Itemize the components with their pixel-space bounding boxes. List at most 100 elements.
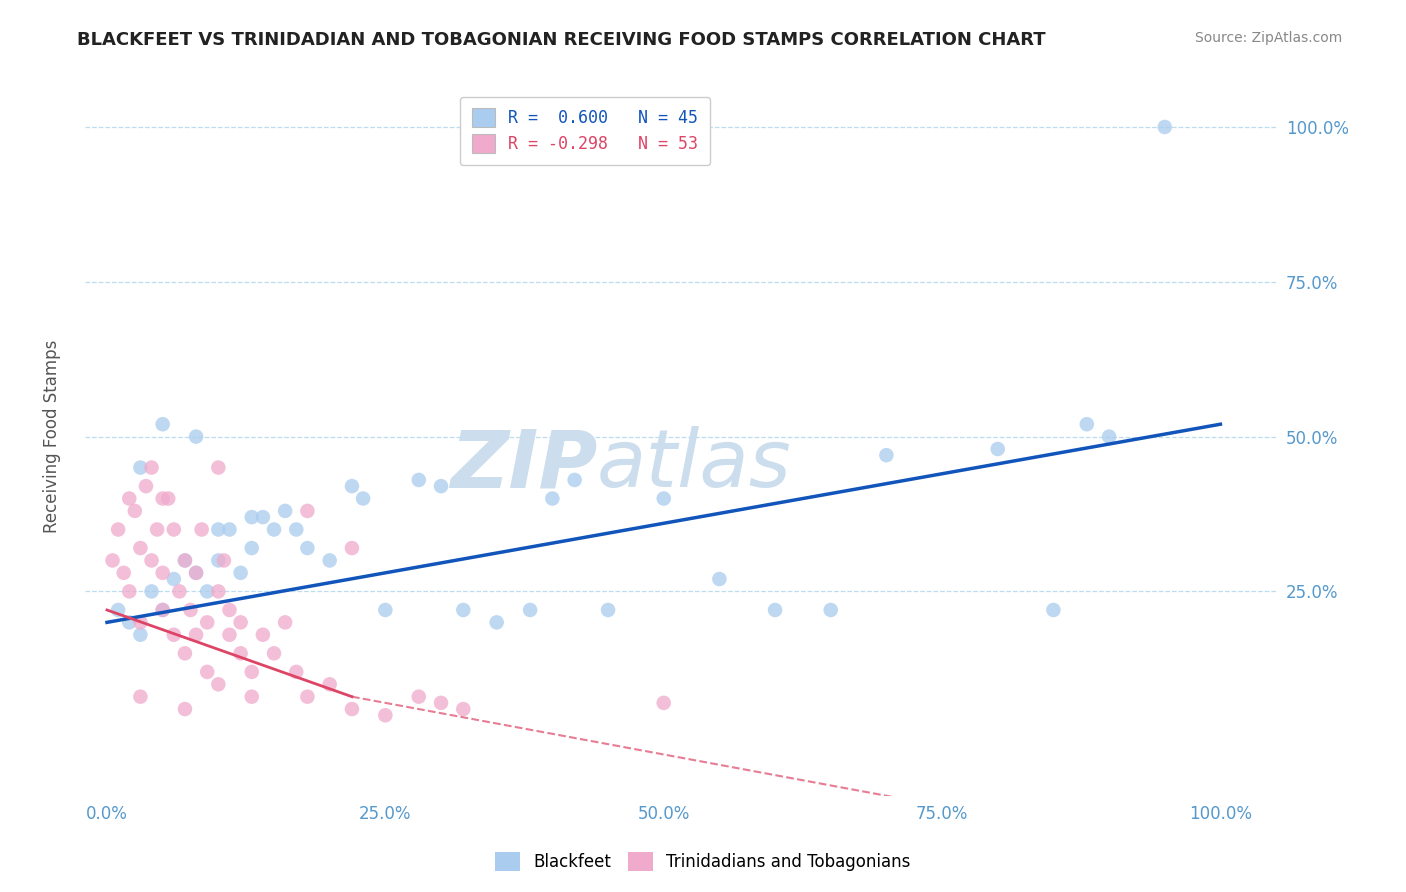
Point: [195, 584, 218, 599]
Point: [229, 566, 252, 580]
Point: [129, 628, 152, 642]
Point: [146, 523, 169, 537]
Point: [263, 523, 285, 537]
Point: [129, 460, 152, 475]
Point: [152, 417, 174, 432]
Point: [218, 603, 240, 617]
Point: [274, 615, 297, 630]
Point: [596, 603, 619, 617]
Point: [1098, 429, 1121, 443]
Point: [453, 702, 475, 716]
Point: [152, 566, 174, 580]
Point: [207, 460, 229, 475]
Point: [152, 603, 174, 617]
Point: [374, 603, 396, 617]
Point: [564, 473, 586, 487]
Point: [408, 473, 430, 487]
Point: [297, 690, 319, 704]
Point: [240, 541, 263, 555]
Point: [141, 584, 163, 599]
Text: Source: ZipAtlas.com: Source: ZipAtlas.com: [1195, 31, 1343, 45]
Point: [163, 523, 186, 537]
Point: [157, 491, 180, 506]
Point: [207, 584, 229, 599]
Point: [820, 603, 842, 617]
Legend: Blackfeet, Trinidadians and Tobagonians: Blackfeet, Trinidadians and Tobagonians: [486, 843, 920, 880]
Point: [207, 553, 229, 567]
Point: [107, 603, 129, 617]
Point: [135, 479, 157, 493]
Point: [141, 460, 163, 475]
Point: [318, 677, 340, 691]
Point: [430, 696, 453, 710]
Point: [174, 553, 197, 567]
Point: [218, 628, 240, 642]
Point: [112, 566, 135, 580]
Point: [184, 628, 207, 642]
Point: [240, 665, 263, 679]
Point: [169, 584, 191, 599]
Point: [174, 702, 197, 716]
Point: [274, 504, 297, 518]
Point: [252, 628, 274, 642]
Point: [453, 603, 475, 617]
Point: [285, 665, 308, 679]
Point: [129, 541, 152, 555]
Point: [987, 442, 1010, 456]
Point: [207, 523, 229, 537]
Point: [107, 523, 129, 537]
Point: [229, 615, 252, 630]
Point: [763, 603, 786, 617]
Point: [229, 646, 252, 660]
Point: [118, 584, 141, 599]
Point: [190, 523, 212, 537]
Point: [652, 696, 675, 710]
Point: [652, 491, 675, 506]
Point: [240, 690, 263, 704]
Point: [519, 603, 541, 617]
Point: [129, 690, 152, 704]
Point: [195, 665, 218, 679]
Point: [430, 479, 453, 493]
Point: [195, 615, 218, 630]
Point: [152, 603, 174, 617]
Point: [174, 646, 197, 660]
Point: [485, 615, 508, 630]
Point: [297, 504, 319, 518]
Point: [124, 504, 146, 518]
Point: [218, 523, 240, 537]
Point: [352, 491, 374, 506]
Point: [174, 553, 197, 567]
Point: [101, 553, 124, 567]
Point: [129, 615, 152, 630]
Legend: R =  0.600   N = 45, R = -0.298   N = 53: R = 0.600 N = 45, R = -0.298 N = 53: [460, 96, 710, 165]
Text: ZIP: ZIP: [450, 426, 598, 504]
Point: [141, 553, 163, 567]
Point: [263, 646, 285, 660]
Point: [297, 541, 319, 555]
Point: [184, 429, 207, 443]
Point: [240, 510, 263, 524]
Point: [318, 553, 340, 567]
Point: [118, 491, 141, 506]
Point: [179, 603, 201, 617]
Point: [252, 510, 274, 524]
Point: [118, 615, 141, 630]
Point: [152, 491, 174, 506]
Point: [541, 491, 564, 506]
Point: [709, 572, 731, 586]
Point: [1076, 417, 1098, 432]
Point: [340, 702, 363, 716]
Point: [374, 708, 396, 723]
Point: [212, 553, 235, 567]
Text: atlas: atlas: [598, 426, 792, 504]
Point: [184, 566, 207, 580]
Text: BLACKFEET VS TRINIDADIAN AND TOBAGONIAN RECEIVING FOOD STAMPS CORRELATION CHART: BLACKFEET VS TRINIDADIAN AND TOBAGONIAN …: [77, 31, 1046, 49]
Y-axis label: Receiving Food Stamps: Receiving Food Stamps: [44, 340, 60, 533]
Point: [207, 677, 229, 691]
Point: [408, 690, 430, 704]
Point: [340, 541, 363, 555]
Point: [163, 628, 186, 642]
Point: [1042, 603, 1064, 617]
Point: [285, 523, 308, 537]
